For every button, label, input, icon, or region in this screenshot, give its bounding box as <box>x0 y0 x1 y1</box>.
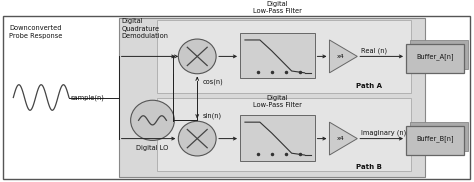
Text: Digital
Low-Pass Filter: Digital Low-Pass Filter <box>253 94 301 108</box>
Text: x4: x4 <box>337 54 344 59</box>
Polygon shape <box>329 40 357 73</box>
Text: Buffer_B[n]: Buffer_B[n] <box>416 135 454 142</box>
Text: cos(n): cos(n) <box>202 78 223 85</box>
Text: Downconverted
Probe Response: Downconverted Probe Response <box>9 25 63 39</box>
Text: Digital LO: Digital LO <box>137 145 169 151</box>
Circle shape <box>131 100 174 141</box>
Text: Digital
Quadrature
Demodulation: Digital Quadrature Demodulation <box>122 18 169 39</box>
Text: Path B: Path B <box>356 164 382 170</box>
Text: Imaginary (n): Imaginary (n) <box>361 129 407 136</box>
Bar <box>406 126 464 155</box>
Text: Buffer_A[n]: Buffer_A[n] <box>416 53 454 60</box>
Circle shape <box>178 39 216 74</box>
Circle shape <box>178 121 216 156</box>
Bar <box>240 33 315 78</box>
Text: x4: x4 <box>337 136 344 141</box>
Bar <box>406 44 464 73</box>
Bar <box>157 20 411 93</box>
Polygon shape <box>329 122 357 155</box>
Bar <box>157 98 411 171</box>
Bar <box>240 115 315 161</box>
Text: sin(n): sin(n) <box>202 113 221 119</box>
Bar <box>118 18 425 177</box>
Text: sample(n): sample(n) <box>71 94 105 101</box>
Bar <box>410 122 468 151</box>
Text: Real (n): Real (n) <box>361 47 387 54</box>
Text: Digital
Low-Pass Filter: Digital Low-Pass Filter <box>253 1 301 14</box>
Text: Path A: Path A <box>356 83 382 89</box>
Bar <box>410 40 468 69</box>
